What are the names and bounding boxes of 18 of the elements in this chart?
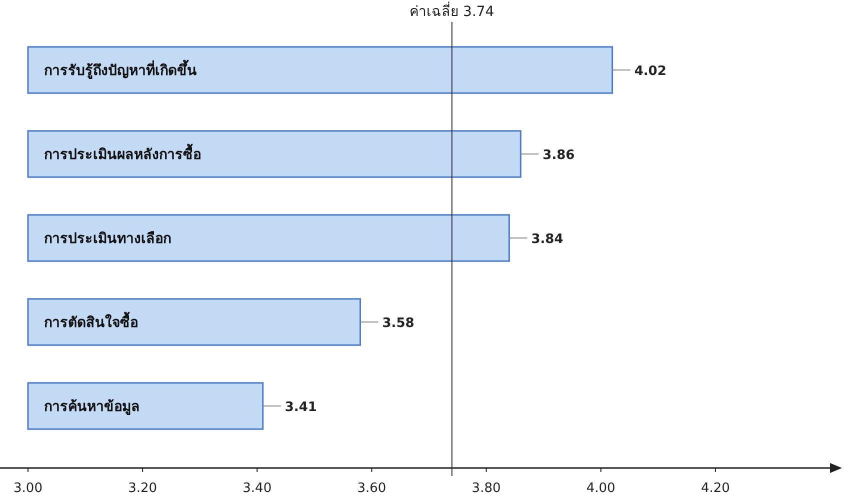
x-tick-label: 4.20	[700, 481, 730, 496]
y-tick-label: การประเมินทางเลือก	[44, 231, 171, 247]
x-tick-label: 3.40	[242, 481, 272, 496]
y-tick-label: การตัดสินใจซื้อ	[44, 311, 138, 331]
data-label: 3.86	[542, 148, 575, 163]
y-tick-label: การค้นหาข้อมูล	[44, 399, 140, 415]
data-label: 3.84	[531, 232, 564, 247]
y-tick-label: การรับรู้ถึงปัญหาที่เกิดขึ้น	[44, 59, 197, 79]
x-tick-label: 3.60	[357, 481, 386, 496]
x-tick-label: 3.00	[14, 481, 42, 496]
x-tick-label: 3.80	[472, 481, 501, 496]
data-label: 3.41	[284, 400, 317, 415]
data-label: 3.58	[382, 316, 414, 331]
data-label: 4.02	[634, 64, 666, 79]
x-tick-label: 3.20	[128, 481, 158, 496]
y-tick-label: การประเมินผลหลังการซื้อ	[44, 143, 201, 163]
ref-line-label: ค่าเฉลี่ย 3.74	[410, 2, 494, 20]
x-tick-label: 4.00	[586, 481, 616, 496]
